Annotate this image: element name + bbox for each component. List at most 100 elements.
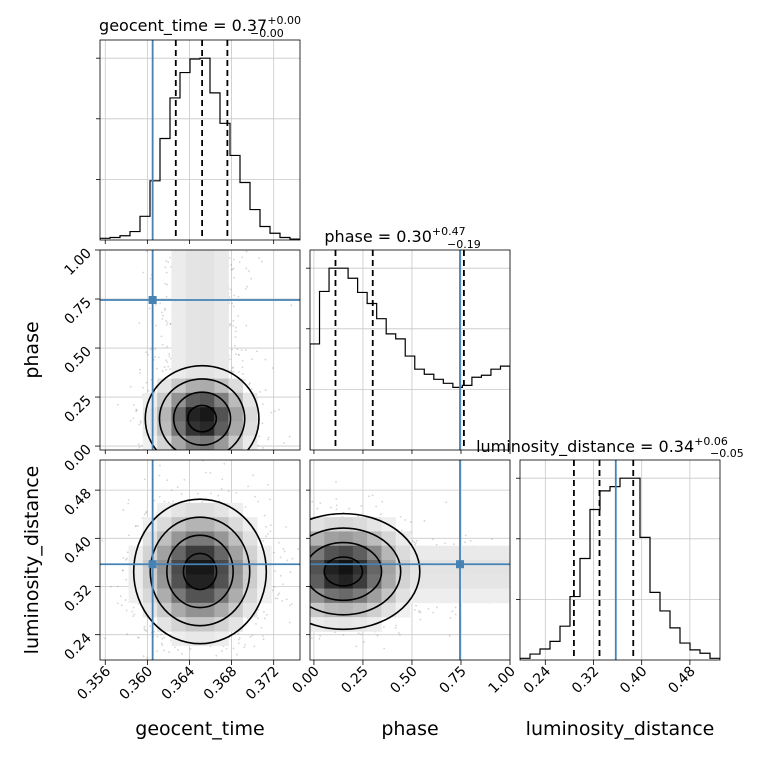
sample-point [230,369,233,372]
density-cell [171,307,187,322]
sample-point [228,324,231,327]
sample-point [237,642,240,645]
sample-point [416,539,418,542]
panel-frame [309,249,511,451]
sample-point [137,443,140,446]
density-cell [200,574,215,589]
sample-point [464,534,467,537]
contour-level-3 [310,527,402,616]
sample-point [167,261,170,263]
sample-point [269,530,272,533]
sample-point [265,535,267,538]
density-cell [214,421,229,437]
panel-phase-vs-luminosity-distance [309,459,511,661]
density-cell [185,350,201,365]
sample-point [248,382,251,385]
density-cell [395,588,411,604]
histogram-step-phase [310,267,510,450]
density-cell [171,574,187,589]
sample-point [244,643,247,646]
density-cell [324,545,339,561]
contour-level-3 [149,516,251,627]
density-cell [381,545,397,561]
sample-point [230,268,233,271]
density-cell [142,602,158,618]
density-cell [467,588,482,604]
sample-point [397,631,400,634]
sample-point [330,506,332,509]
density-cell [185,250,201,265]
sample-point [166,321,169,324]
title-phase: phase = 0.30+0.47 [324,225,465,246]
sample-point [240,349,243,352]
contour-level-4 [310,512,421,631]
sample-point [255,622,257,625]
density-cell [395,560,411,575]
density-cell [171,278,187,294]
sample-point [189,648,192,650]
sample-point [257,444,260,447]
sample-point [165,271,168,274]
sample-point [319,634,322,637]
density-cell [171,364,187,379]
sample-point [271,589,274,592]
sample-point [238,354,240,357]
title-luminosity-distance: luminosity_distance = 0.34+0.06 [476,435,728,457]
sample-point [153,499,156,502]
sample-point [291,557,294,560]
sample-point [196,492,199,495]
density-cell [185,335,201,351]
sample-point [135,524,137,527]
sample-point [281,599,284,602]
density-cell [200,407,215,422]
sample-point [155,324,157,327]
density-cell [185,502,201,518]
density-cell [495,574,510,589]
sample-point [357,632,360,635]
sample-point [153,391,156,394]
panel-content [310,250,510,450]
sample-point [161,343,164,346]
sample-point [257,500,260,503]
sample-point [134,525,137,528]
sample-point [101,539,104,542]
density-cell [185,307,201,322]
density-cell [200,517,215,532]
sample-point [126,633,129,636]
density-cell [495,560,510,575]
density-cell [338,517,354,532]
sample-point [132,417,135,420]
density-cell [424,560,439,575]
sample-point [451,610,454,613]
sample-point [126,551,129,554]
sample-point [278,408,280,411]
sample-point [297,547,299,550]
density-cell [228,407,244,422]
panel-content [310,460,510,660]
sample-point [132,615,135,618]
sample-point [164,282,167,285]
sample-point [279,556,282,559]
density-cell [228,617,244,632]
sample-point [149,348,152,351]
sample-point [310,637,313,640]
histogram-step-luminosity_distance [520,477,720,660]
sample-point [400,529,403,532]
density-cell [157,378,172,394]
sample-point [244,506,247,508]
density-cell [200,264,215,279]
sample-point [205,471,207,474]
density-cell [424,574,439,589]
sample-point [122,556,125,559]
sample-point [165,319,167,322]
density-cell [200,321,215,337]
density-cell [242,421,258,437]
grid-lines [100,40,300,240]
sample-point [236,348,239,351]
sample-point [263,611,265,613]
sample-point [143,625,146,628]
sample-point [334,631,336,634]
sample-point [411,540,414,542]
sample-point [138,636,140,639]
density-cell [171,617,187,632]
